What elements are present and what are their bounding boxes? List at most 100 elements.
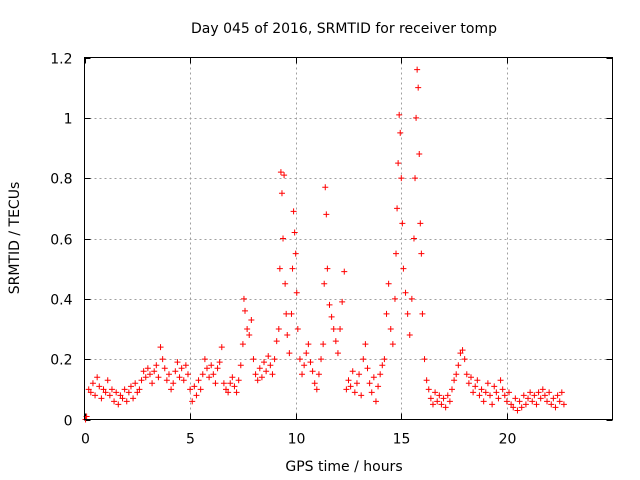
data-point [206,374,213,381]
data-point [415,84,422,91]
data-point [436,392,443,399]
data-point [457,350,464,357]
data-point [548,401,555,408]
data-point [406,332,413,339]
data-point [252,371,259,378]
y-tick-label: 0.2 [50,353,72,369]
y-tick-label: 0 [64,414,73,430]
data-point [225,389,232,396]
y-tick-label: 0.6 [50,233,72,249]
data-point [324,265,331,272]
data-point [155,374,162,381]
data-point [358,392,365,399]
data-point [144,365,151,372]
data-point [172,368,179,375]
data-point [478,386,485,393]
data-point [246,332,253,339]
data-point [121,386,128,393]
data-point [127,383,134,390]
data-point [421,356,428,363]
data-point [434,398,441,405]
data-point [322,184,329,191]
data-point [100,386,107,393]
data-point [290,208,297,215]
data-point [396,111,403,118]
data-point [446,398,453,405]
data-point [370,374,377,381]
data-point [227,380,234,387]
data-point [429,401,436,408]
data-point [356,371,363,378]
data-point [440,395,447,402]
data-point [250,356,257,363]
data-point [136,386,143,393]
data-point [377,371,384,378]
data-point [520,392,527,399]
data-point [474,377,481,384]
data-point [375,383,382,390]
data-point [271,356,278,363]
data-point [153,362,160,369]
data-point [353,380,360,387]
data-point [170,380,177,387]
data-point [516,398,523,405]
data-point [470,389,477,396]
data-point [425,386,432,393]
data-point [191,383,198,390]
data-point [291,229,298,236]
data-point [414,66,421,73]
data-point [465,380,472,387]
data-point [531,392,538,399]
data-point [399,220,406,227]
data-point [146,371,153,378]
data-point [115,401,122,408]
data-point [233,389,240,396]
data-point [159,356,166,363]
data-point [111,398,118,405]
data-point [203,365,210,372]
data-point [546,389,553,396]
data-point [281,172,288,179]
data-point [360,356,367,363]
data-point [535,389,542,396]
y-axis-label: SRMTID / TECUs [7,182,23,295]
y-tick-label: 0.4 [50,293,72,309]
data-point [307,359,314,366]
data-point [311,380,318,387]
data-point [463,371,470,378]
data-point [315,371,322,378]
data-point [387,326,394,332]
data-point [533,401,540,408]
data-point [487,392,494,399]
data-point [94,374,101,381]
data-point [231,383,238,390]
data-point [560,401,567,408]
data-point [85,386,92,393]
data-point [544,398,551,405]
data-point [201,356,208,363]
data-point [149,380,156,387]
data-point [489,401,496,408]
data-point [216,359,223,366]
data-point [527,389,534,396]
data-point [108,386,115,393]
data-point [157,344,164,351]
data-point [299,371,306,378]
data-point [410,235,417,242]
data-point [459,347,466,354]
data-point [323,211,330,218]
data-point [193,392,200,399]
data-point [510,404,517,411]
data-point [267,362,274,369]
data-point [269,371,276,378]
data-point [92,392,99,399]
data-point [184,371,191,378]
data-point [497,377,504,384]
data-point [286,350,293,357]
data-point [482,389,489,396]
data-point [223,386,230,393]
data-point [140,368,147,375]
data-point [366,380,373,387]
data-point [467,374,474,381]
data-point [480,398,487,405]
